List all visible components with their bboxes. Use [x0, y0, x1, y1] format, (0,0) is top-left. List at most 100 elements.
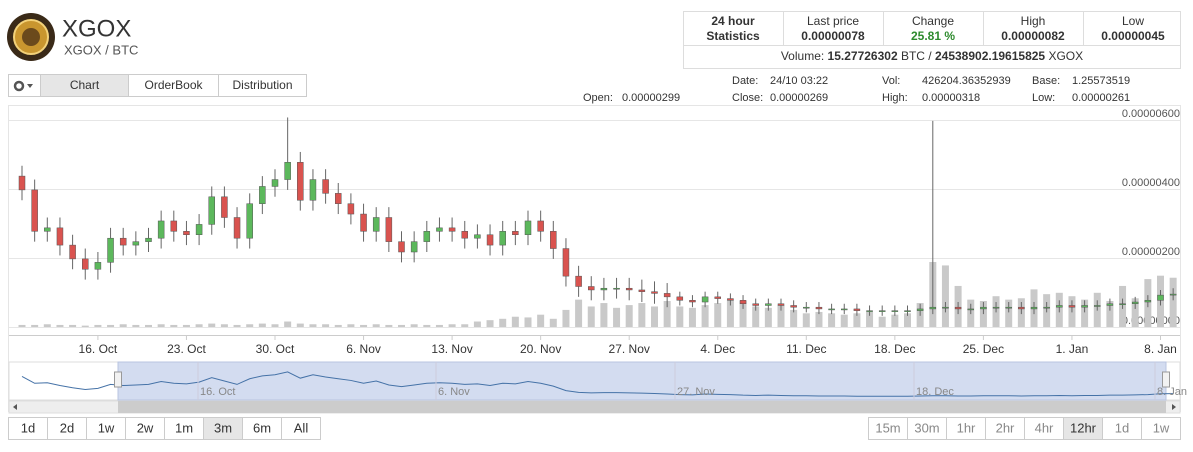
- tab-background[interactable]: [218, 74, 307, 97]
- button-label[interactable]: 1m: [175, 420, 193, 435]
- button-label[interactable]: 1w: [98, 420, 115, 435]
- stats-value: 0.00000078: [801, 29, 865, 43]
- button-label[interactable]: 1d: [1115, 420, 1129, 435]
- button-label[interactable]: 2d: [60, 420, 74, 435]
- info-value: 0.00000318: [922, 92, 980, 104]
- candle-body: [284, 162, 291, 180]
- volume-bar: [790, 309, 798, 327]
- scroll-right[interactable]: [1172, 404, 1176, 410]
- candle-body: [44, 227, 51, 232]
- volume-bar: [246, 324, 254, 327]
- navigator-handle[interactable]: [114, 371, 122, 388]
- volume-bar: [739, 301, 747, 327]
- volume-bar: [815, 311, 823, 327]
- candle-body: [663, 293, 671, 298]
- stats-value: 0.00000045: [1101, 29, 1165, 43]
- candle-body: [701, 296, 709, 303]
- tab-label[interactable]: OrderBook: [144, 78, 203, 92]
- volume-bar: [625, 305, 633, 327]
- volume-bar: [233, 324, 241, 327]
- candle-body: [1056, 305, 1063, 308]
- navigator-selection: [117, 361, 1167, 401]
- button-label[interactable]: 1d: [21, 420, 35, 435]
- button-label[interactable]: 1hr: [957, 420, 976, 435]
- x-tick-label: 16. Oct: [79, 342, 118, 356]
- button-label[interactable]: 4hr: [1035, 420, 1054, 435]
- range-button[interactable]: 1w: [1141, 417, 1181, 440]
- candle-body: [1068, 305, 1076, 308]
- tab-label[interactable]: Chart: [70, 78, 100, 92]
- range-button[interactable]: 2w: [125, 417, 165, 440]
- navigator-handle[interactable]: [1162, 371, 1170, 388]
- range-button[interactable]: 2hr: [985, 417, 1025, 440]
- volume-bar: [1169, 277, 1177, 327]
- candle-body: [183, 231, 190, 236]
- range-button[interactable]: 3m: [203, 417, 243, 440]
- tab[interactable]: Distribution: [218, 74, 307, 97]
- volume-bar: [537, 314, 545, 327]
- button-background[interactable]: [281, 417, 321, 440]
- logo: [7, 13, 55, 61]
- volume-bar: [208, 323, 216, 327]
- volume-bar: [499, 318, 507, 327]
- range-button[interactable]: 1hr: [946, 417, 986, 440]
- button-label[interactable]: 12hr: [1070, 420, 1097, 435]
- x-tick-label: 30. Oct: [256, 342, 295, 356]
- info-value: 0.00000261: [1072, 92, 1130, 104]
- range-button[interactable]: 30m: [907, 417, 947, 440]
- candle-body: [246, 203, 253, 239]
- candle-body: [448, 227, 456, 232]
- candle-body: [1005, 306, 1012, 309]
- button-label[interactable]: 1w: [1153, 420, 1170, 435]
- volume-bar: [726, 299, 734, 327]
- button-label[interactable]: 30m: [914, 420, 939, 435]
- info-value: 0.00000269: [770, 92, 828, 104]
- range-button[interactable]: 15m: [868, 417, 908, 440]
- candle-body: [82, 258, 89, 270]
- button-label[interactable]: All: [294, 420, 309, 435]
- volume-bar: [752, 306, 760, 327]
- button-label[interactable]: 2w: [137, 420, 154, 435]
- range-button[interactable]: 1d: [8, 417, 48, 440]
- info-value: 24/10 03:22: [770, 75, 828, 87]
- candle-body: [904, 310, 911, 312]
- range-button[interactable]: 1d: [1102, 417, 1142, 440]
- candle-body: [94, 262, 102, 270]
- scrollbar-thumb[interactable]: [118, 401, 1166, 413]
- tab[interactable]: Chart: [40, 74, 129, 97]
- range-button[interactable]: 4hr: [1024, 417, 1064, 440]
- info-label: High:: [882, 92, 908, 104]
- settings-button[interactable]: [8, 74, 41, 97]
- navigator-line: [21, 371, 1174, 397]
- stats-label: Change: [912, 14, 954, 28]
- candle-body: [309, 179, 317, 201]
- candle-body: [31, 189, 38, 232]
- button-label[interactable]: 15m: [875, 420, 900, 435]
- button-background[interactable]: [1141, 417, 1181, 440]
- candle-body: [815, 306, 823, 310]
- candle-body: [866, 310, 873, 312]
- volume-bar: [840, 314, 848, 327]
- range-button[interactable]: 12hr: [1063, 417, 1103, 440]
- candle-body: [170, 220, 178, 232]
- pair: XGOX / BTC: [64, 42, 138, 57]
- candle-body: [372, 217, 380, 232]
- candle-body: [474, 234, 481, 239]
- range-button[interactable]: 1m: [164, 417, 204, 440]
- range-button[interactable]: 1w: [86, 417, 126, 440]
- candle-body: [1081, 305, 1088, 308]
- button-label[interactable]: 6m: [253, 420, 271, 435]
- y-tick-label: 0.00000600: [1122, 108, 1180, 120]
- tab-label[interactable]: Distribution: [232, 78, 292, 92]
- range-button[interactable]: 2d: [47, 417, 87, 440]
- button-label[interactable]: 3m: [214, 420, 232, 435]
- button-label[interactable]: 2hr: [996, 420, 1015, 435]
- range-button[interactable]: 6m: [242, 417, 282, 440]
- scroll-left[interactable]: [13, 404, 17, 410]
- tab[interactable]: OrderBook: [128, 74, 219, 97]
- volume-bar: [31, 324, 39, 327]
- range-button[interactable]: All: [281, 417, 321, 440]
- volume-bar: [777, 305, 785, 327]
- volume-bar: [764, 307, 772, 327]
